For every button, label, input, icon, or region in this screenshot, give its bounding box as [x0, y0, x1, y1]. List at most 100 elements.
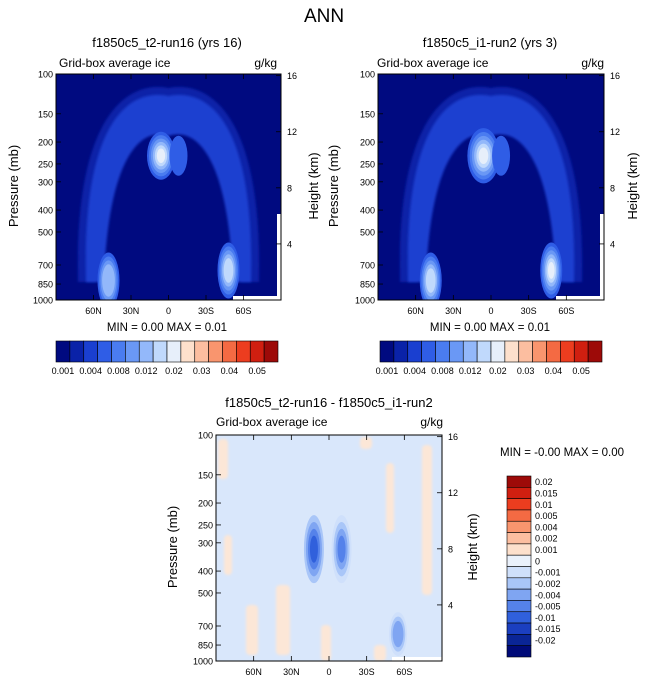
y2-tick-label: 12: [287, 127, 297, 137]
colorbar-label: 0.012: [135, 366, 158, 376]
y-tick-label: 400: [38, 206, 53, 216]
contour-band-2: [407, 94, 575, 282]
contour-positive-region: [422, 445, 432, 595]
colorbar-box: [506, 600, 532, 613]
colorbar-label: 0.002: [535, 534, 558, 544]
colorbar-box: [97, 340, 112, 363]
contour-field: [56, 74, 281, 300]
colorbar-label: 0.001: [52, 366, 75, 376]
x-tick-label: 30N: [445, 306, 462, 316]
colorbar-label: 0.02: [165, 366, 183, 376]
stats-label: MIN = -0.00 MAX = 0.00: [500, 447, 624, 459]
x-tick-label: 30S: [359, 667, 375, 677]
contour-positive-region: [246, 605, 258, 655]
colorbar-box: [506, 487, 532, 499]
y-tick-label: 1000: [355, 296, 375, 306]
y-tick-label: 500: [360, 227, 375, 237]
y2-tick-label: 8: [448, 544, 453, 554]
colorbar-box: [506, 566, 532, 579]
x-tick-label: 60N: [85, 306, 102, 316]
y-tick-label: 250: [38, 159, 53, 169]
colorbar-label: 0.001: [535, 545, 558, 555]
y2-axis-label: Height (km): [465, 513, 480, 580]
page-title: ANN: [304, 6, 344, 27]
colorbar-box: [152, 340, 168, 363]
missing-data: [600, 214, 604, 300]
contour-negative-region: [337, 535, 346, 563]
colorbar-box: [208, 340, 223, 363]
y2-tick-label: 4: [448, 600, 453, 610]
y2-tick-label: 12: [610, 127, 620, 137]
colorbar-box: [138, 340, 154, 363]
y-tick-label: 150: [360, 109, 375, 119]
colorbar-box: [69, 340, 85, 363]
contour-field: [216, 435, 442, 661]
y-tick-label: 250: [198, 520, 213, 530]
y-tick-label: 100: [198, 431, 213, 441]
colorbar-label: -0.004: [535, 590, 561, 600]
y-tick-label: 850: [360, 280, 375, 290]
colorbar-label: -0.02: [535, 636, 556, 646]
colorbar-label: 0.03: [193, 366, 211, 376]
panel-difference: f1850c5_t2-run16 - f1850c5_i1-run2 Grid-…: [165, 395, 624, 677]
y-tick-label: 200: [38, 138, 53, 148]
field-body: [56, 74, 281, 300]
contour-positive-region: [374, 645, 386, 661]
colorbar-box: [506, 520, 532, 533]
contour-positive-region: [218, 439, 228, 479]
colorbar-box: [476, 340, 492, 363]
colorbar: 0.001 0.004 0.008 0.012 0.02 0.03 0.04 0.05: [52, 340, 279, 376]
contour-positive-region: [360, 437, 372, 449]
field-label: Grid-box average ice: [216, 415, 328, 429]
y-tick-label: 150: [198, 470, 213, 480]
x-tick-label: 60N: [245, 667, 262, 677]
stats-label: MIN = 0.00 MAX = 0.01: [430, 322, 550, 334]
colorbar-box: [55, 340, 71, 363]
colorbar-box: [560, 340, 575, 363]
colorbar-label: -0.005: [535, 602, 561, 612]
colorbar-box: [573, 340, 589, 363]
colorbar-label: 0.008: [107, 366, 130, 376]
y2-tick-label: 8: [610, 183, 615, 193]
colorbar-box: [490, 340, 506, 363]
y2-tick-label: 16: [287, 71, 297, 81]
contour-field: [378, 74, 604, 300]
colorbar-label: 0.004: [403, 366, 426, 376]
colorbar-box: [125, 340, 140, 363]
contour-positive-region: [224, 535, 232, 575]
colorbar-box: [111, 340, 126, 363]
y2-tick-label: 4: [287, 239, 292, 249]
y2-tick-label: 8: [287, 183, 292, 193]
y-tick-label: 700: [198, 621, 213, 631]
panel-right: f1850c5_i1-run2 (yrs 3) Grid-box average…: [326, 35, 640, 376]
contour-maximum: [102, 264, 115, 297]
field-body: [216, 435, 442, 661]
stats-label: MIN = 0.00 MAX = 0.01: [107, 322, 227, 334]
y-tick-label: 400: [198, 567, 213, 577]
x-tick-label: 0: [166, 306, 171, 316]
colorbar-label: 0.04: [545, 366, 563, 376]
colorbar-label: -0.015: [535, 624, 561, 634]
colorbar-box: [506, 543, 532, 556]
contour-band-2: [85, 94, 252, 282]
y-axis-label: Pressure (mb): [165, 506, 180, 588]
contour-maximum: [223, 258, 234, 283]
colorbar-box: [194, 340, 209, 363]
colorbar-box: [506, 475, 532, 488]
axes: 100 150 200 250 300 400 500 700 850 1000 16 12 8 4 60N…: [355, 70, 620, 317]
contour-positive-region: [386, 463, 394, 533]
field-body: [378, 74, 604, 300]
colorbar-label: 0.03: [517, 366, 535, 376]
colorbar-box: [421, 340, 436, 363]
contour-maximum: [478, 147, 489, 165]
colorbar-box: [449, 340, 464, 363]
colorbar-label: 0.001: [376, 366, 399, 376]
colorbar-box: [506, 554, 532, 567]
y-tick-label: 250: [360, 159, 375, 169]
colorbar-box: [222, 340, 237, 363]
y-tick-label: 400: [360, 206, 375, 216]
contour-negative-region: [392, 620, 404, 648]
colorbar-label: -0.01: [535, 613, 556, 623]
y2-axis-label: Height (km): [625, 152, 640, 219]
